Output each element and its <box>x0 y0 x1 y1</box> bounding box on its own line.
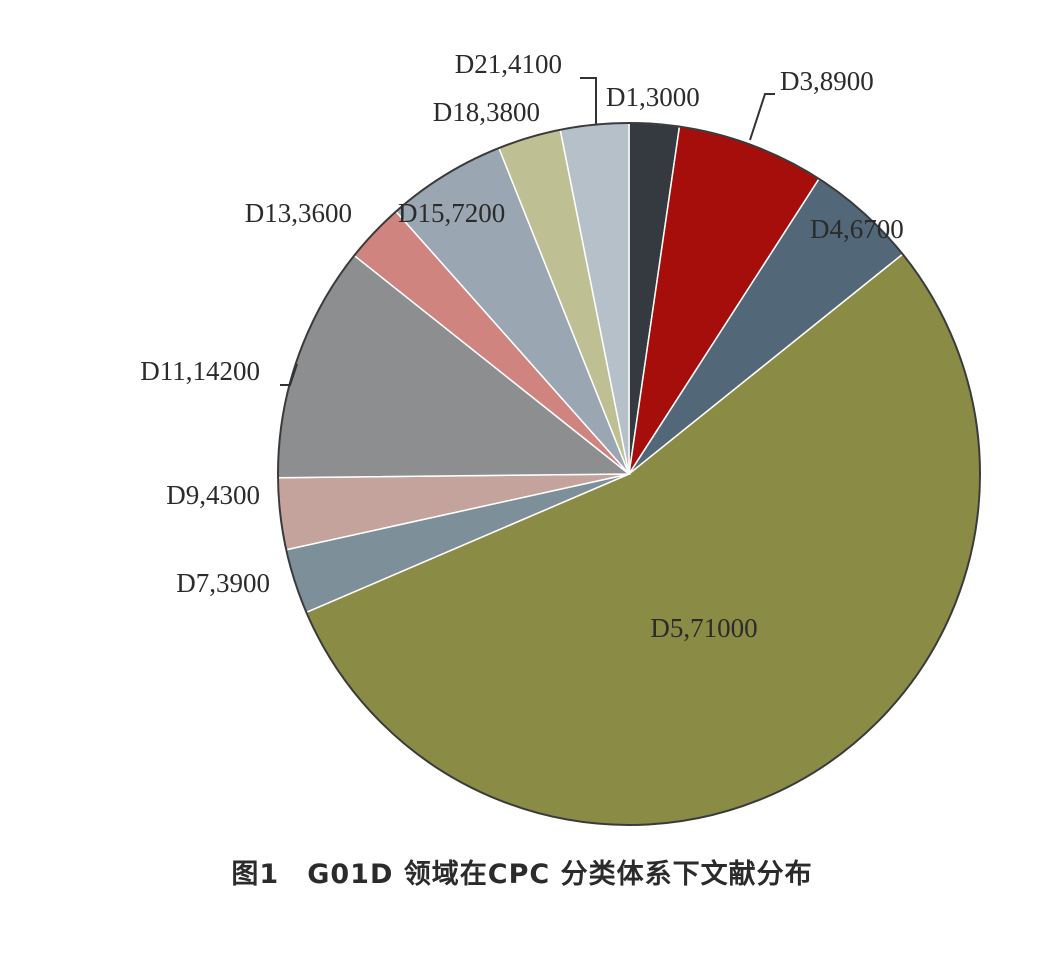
pie-slices <box>277 122 981 826</box>
leader-line-d3 <box>749 93 775 141</box>
pie-outline <box>277 122 981 826</box>
slice-label-d1: D1,3000 <box>606 82 700 112</box>
figure-caption: 图1 G01D 领域在CPC 分类体系下文献分布 <box>231 859 813 890</box>
leader-line-d1 <box>580 77 597 124</box>
slice-label-d7: D7,3900 <box>176 568 270 598</box>
slice-label-d9: D9,4300 <box>166 480 260 510</box>
slice-label-d3: D3,8900 <box>780 66 874 96</box>
slice-label-d21: D21,4100 <box>455 49 562 79</box>
slice-labels: D1,3000 D3,8900 D4,6700 D5,71000 D7,3900 D9,4… <box>140 49 904 643</box>
slice-label-d11: D11,14200 <box>140 356 260 386</box>
slice-label-d13: D13,3600 <box>245 198 352 228</box>
slice-label-d18: D18,3800 <box>433 97 540 127</box>
slice-label-d5: D5,71000 <box>650 613 757 643</box>
leader-lines <box>280 77 775 386</box>
slice-label-d15: D15,7200 <box>398 198 505 228</box>
leader-line-d11 <box>280 363 298 386</box>
slice-label-d4: D4,6700 <box>810 214 904 244</box>
